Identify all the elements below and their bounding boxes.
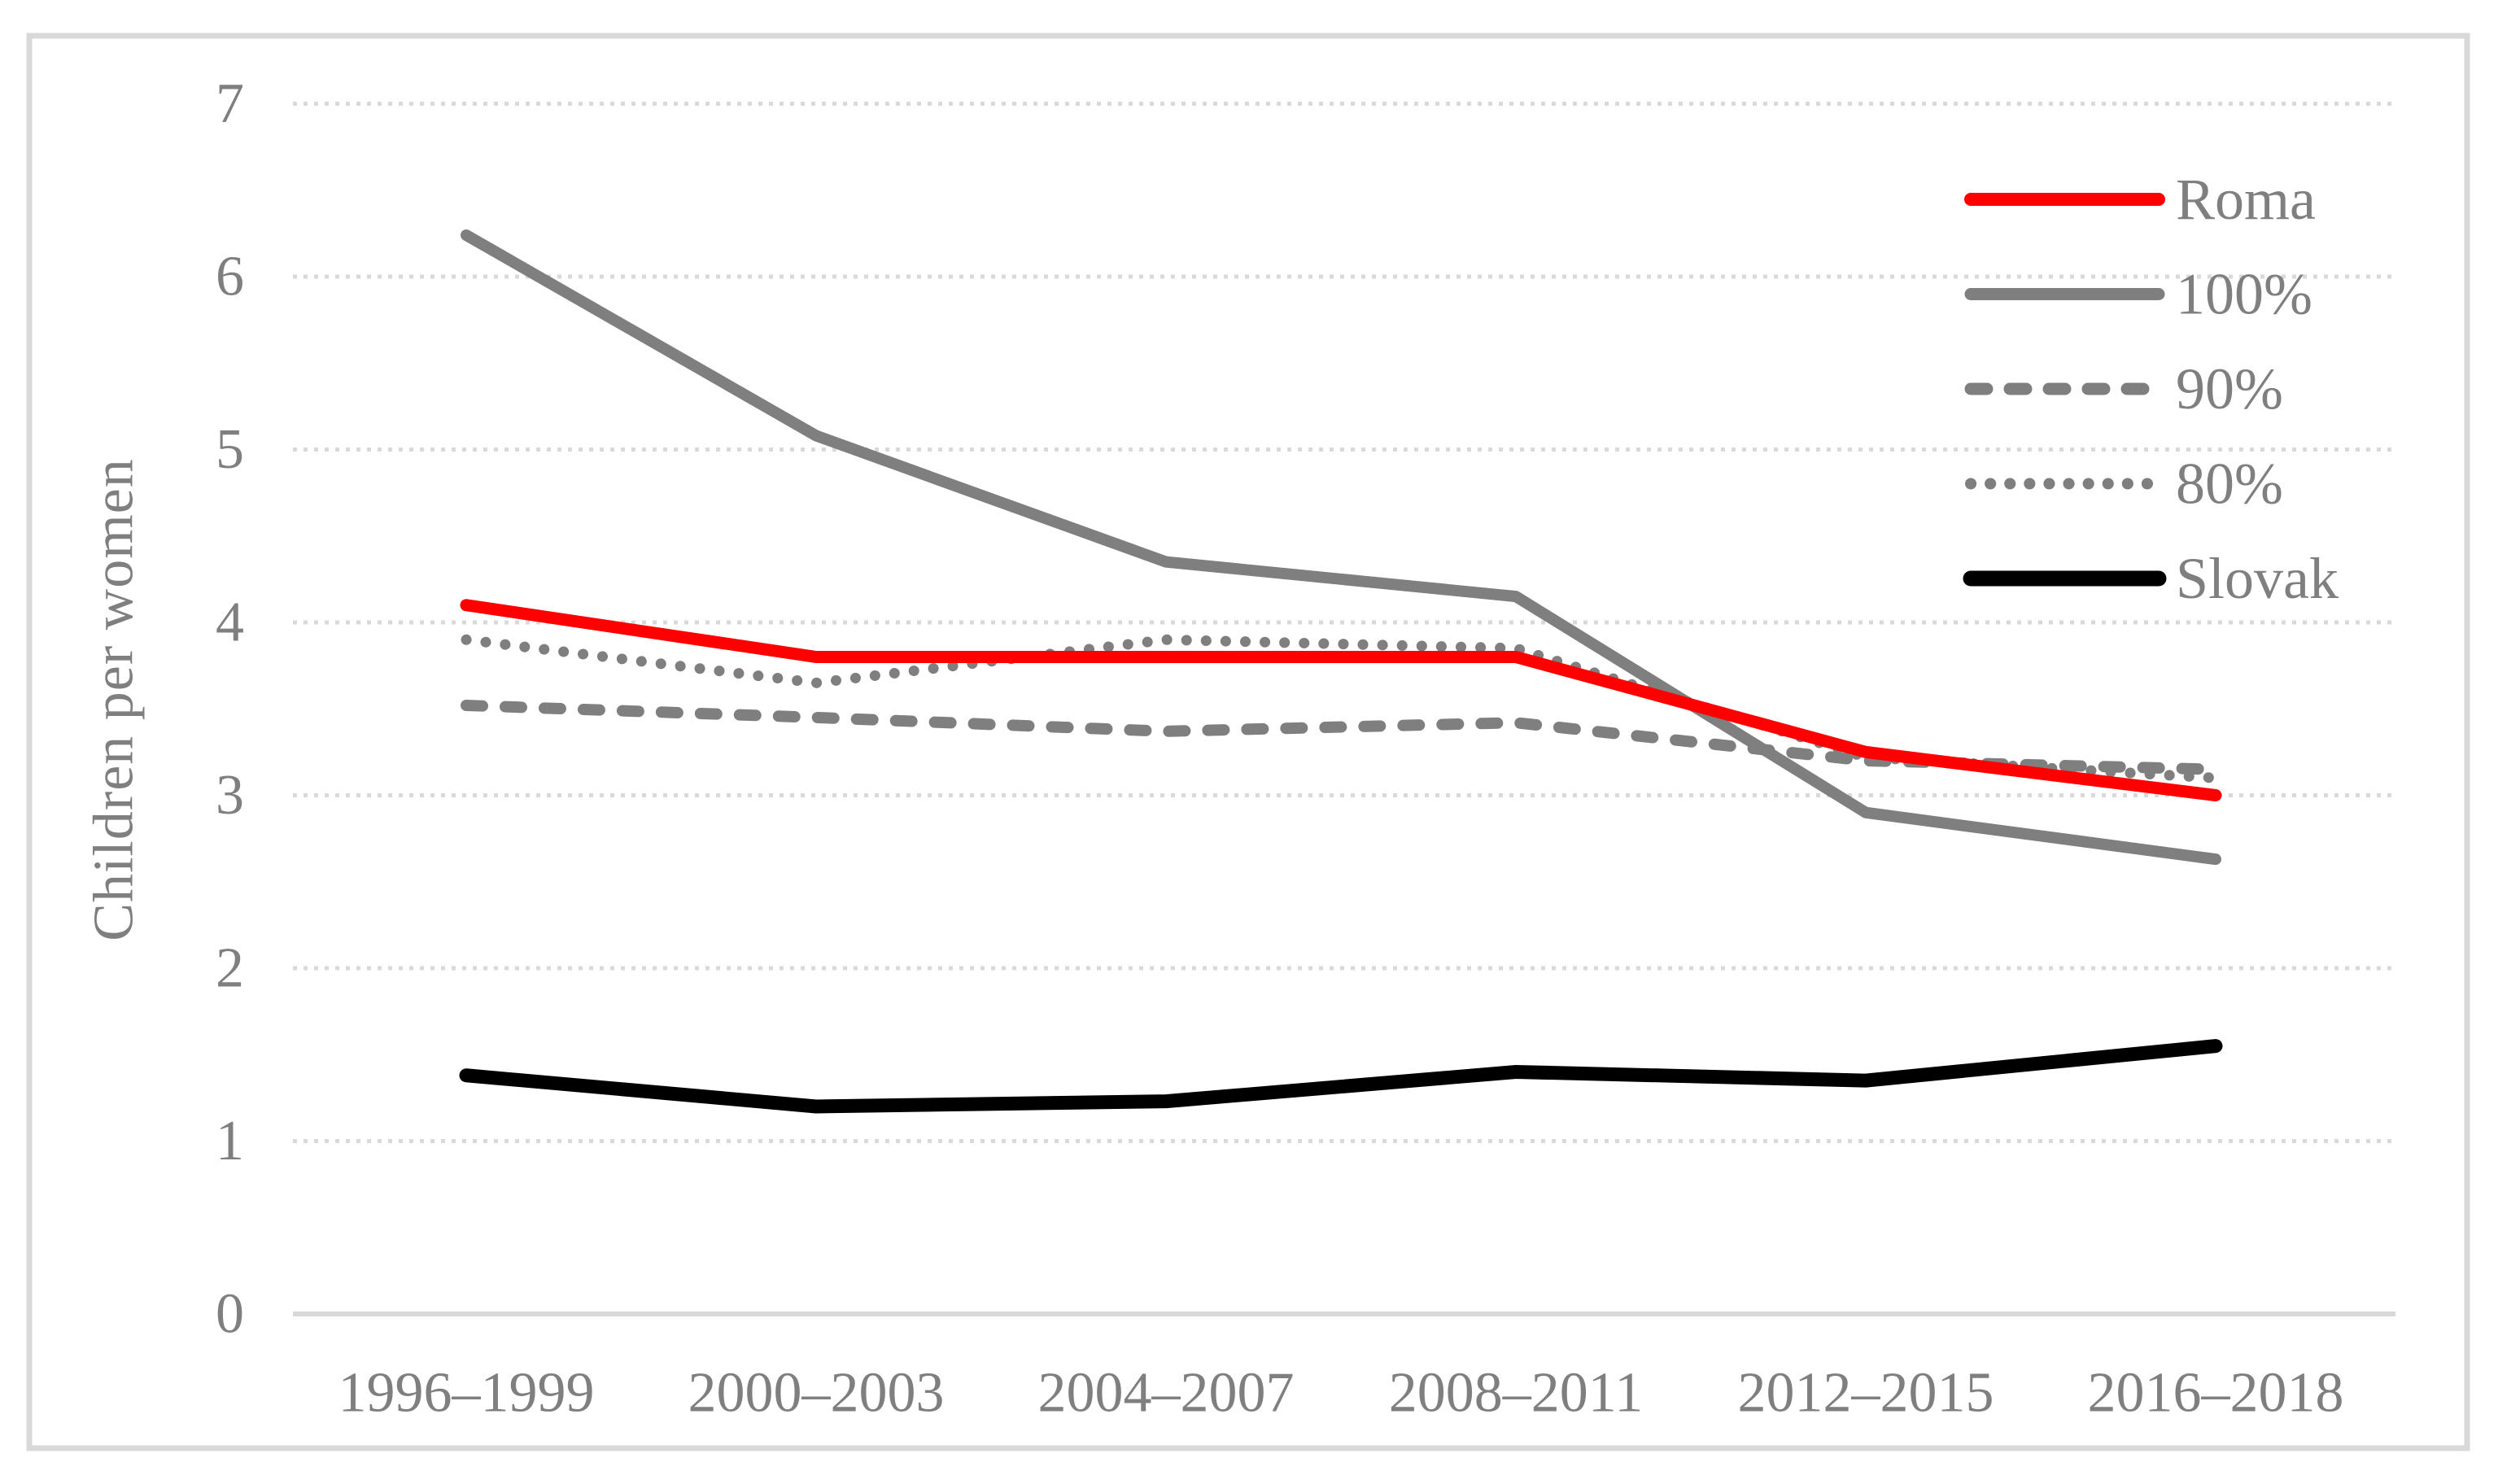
legend-item-Slovak: Slovak xyxy=(1963,546,2339,611)
y-tick-label: 2 xyxy=(216,937,244,1000)
legend: Roma 100% 90% 80% Slovak xyxy=(1963,167,2339,611)
x-axis-labels: 1996–1999 2000–2003 2004–2007 2008–2011 2012… xyxy=(338,1362,2344,1425)
y-tick-label: 0 xyxy=(216,1283,244,1346)
legend-label: 80% xyxy=(2176,452,2283,517)
x-tick-label: 2008–2011 xyxy=(1389,1362,1643,1425)
y-tick-label: 3 xyxy=(216,764,244,827)
legend-item-100%: 100% xyxy=(1964,262,2312,327)
legend-label: Slovak xyxy=(2176,546,2339,611)
y-axis-tick-labels: 0 1 2 3 4 5 6 7 xyxy=(216,72,244,1346)
y-tick-label: 4 xyxy=(216,591,244,654)
legend-item-80%: 80% xyxy=(1965,452,2283,517)
x-tick-label: 2012–2015 xyxy=(1738,1362,1994,1425)
y-tick-label: 6 xyxy=(216,246,244,308)
x-tick-label: 1996–1999 xyxy=(338,1362,595,1425)
y-axis-title: Children per women xyxy=(83,458,146,941)
gridlines xyxy=(293,102,2395,1143)
figure-border xyxy=(26,33,2470,1451)
legend-label: 90% xyxy=(2176,356,2283,421)
series-line-Roma xyxy=(460,599,2222,801)
series-line-80% xyxy=(461,634,2221,783)
series-line-100% xyxy=(461,229,2221,866)
y-tick-label: 1 xyxy=(216,1110,244,1172)
legend-item-Roma: Roma xyxy=(1964,167,2316,232)
legend-item-90%: 90% xyxy=(1964,356,2283,421)
x-tick-label: 2000–2003 xyxy=(688,1362,945,1425)
y-tick-label: 5 xyxy=(216,418,244,481)
x-tick-label: 2004–2007 xyxy=(1038,1362,1295,1425)
legend-label: Roma xyxy=(2176,167,2316,232)
series-line-Slovak xyxy=(459,1039,2223,1114)
legend-label: 100% xyxy=(2176,262,2312,327)
y-tick-label: 7 xyxy=(216,72,244,135)
x-tick-label: 2016–2018 xyxy=(2088,1362,2344,1425)
series-lines xyxy=(459,229,2223,1114)
